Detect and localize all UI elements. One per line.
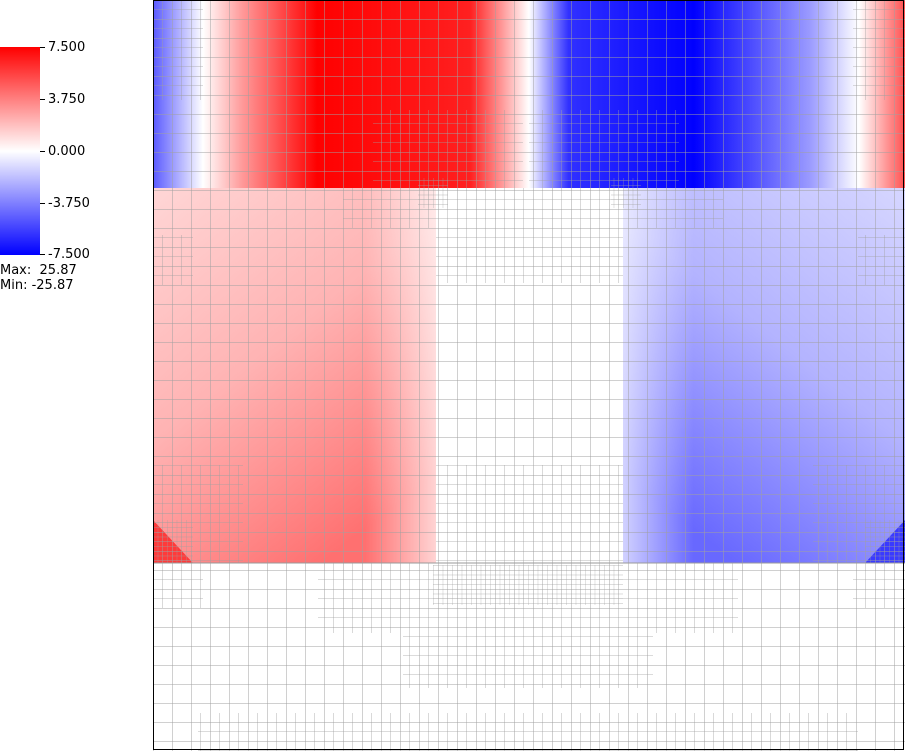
- max-stat: Max: 25.87: [0, 264, 77, 278]
- min-value: -25.87: [31, 278, 74, 293]
- mesh-very-fine-right-corner: [611, 178, 641, 208]
- min-label: Min:: [0, 278, 28, 293]
- mesh-refined-bottom-strip: [198, 713, 858, 751]
- max-label: Max:: [0, 263, 32, 278]
- mesh-refined-right-side: [858, 235, 905, 285]
- colorbar-tick: [40, 203, 45, 204]
- colorbar-gradient: [0, 47, 40, 255]
- mesh-very-fine-left-corner: [418, 178, 448, 208]
- mesh-very-fine-bottom-left: [153, 520, 193, 563]
- colorbar-tick: [40, 47, 45, 48]
- mesh-very-fine-lower-center: [433, 565, 623, 605]
- colorbar-tick: [40, 151, 45, 152]
- colorbar-tick-label-min: -7.500: [48, 247, 90, 262]
- adaptive-mesh: [153, 0, 905, 751]
- mesh-refined-top-right: [853, 0, 905, 100]
- colorbar-tick-label-max: 7.500: [48, 40, 86, 55]
- mesh-refined-lower-tail: [403, 633, 653, 688]
- colorbar-tick-label-zero: 0.000: [48, 144, 86, 159]
- mesh-refined-blue-base: [529, 110, 679, 188]
- field-plot-svg: [153, 0, 905, 751]
- mesh-refined-top-left: [153, 0, 203, 100]
- domain-frame: [153, 0, 904, 750]
- min-stat: Min: -25.87: [0, 279, 74, 293]
- max-value: 25.87: [39, 263, 77, 278]
- mesh-refined-red-base: [373, 110, 523, 188]
- mesh-very-fine-bottom-right: [865, 520, 905, 563]
- colorbar-tick-label-upper: 3.750: [48, 92, 86, 107]
- colorbar-tick-label-lower: -3.750: [48, 196, 90, 211]
- mesh-refined-lower-left: [153, 563, 203, 608]
- color-legend: 7.500 3.750 0.000 -3.750 -7.500 Max: 25.…: [0, 41, 120, 297]
- colorbar-tick: [40, 99, 45, 100]
- mesh-refined-center-top: [436, 188, 623, 283]
- mesh-refined-left-side: [153, 235, 193, 285]
- colorbar-tick: [40, 254, 45, 255]
- mesh-refined-lower-right: [853, 563, 905, 608]
- field-plot: [153, 0, 905, 751]
- mesh-refined-center-bottom: [436, 465, 623, 563]
